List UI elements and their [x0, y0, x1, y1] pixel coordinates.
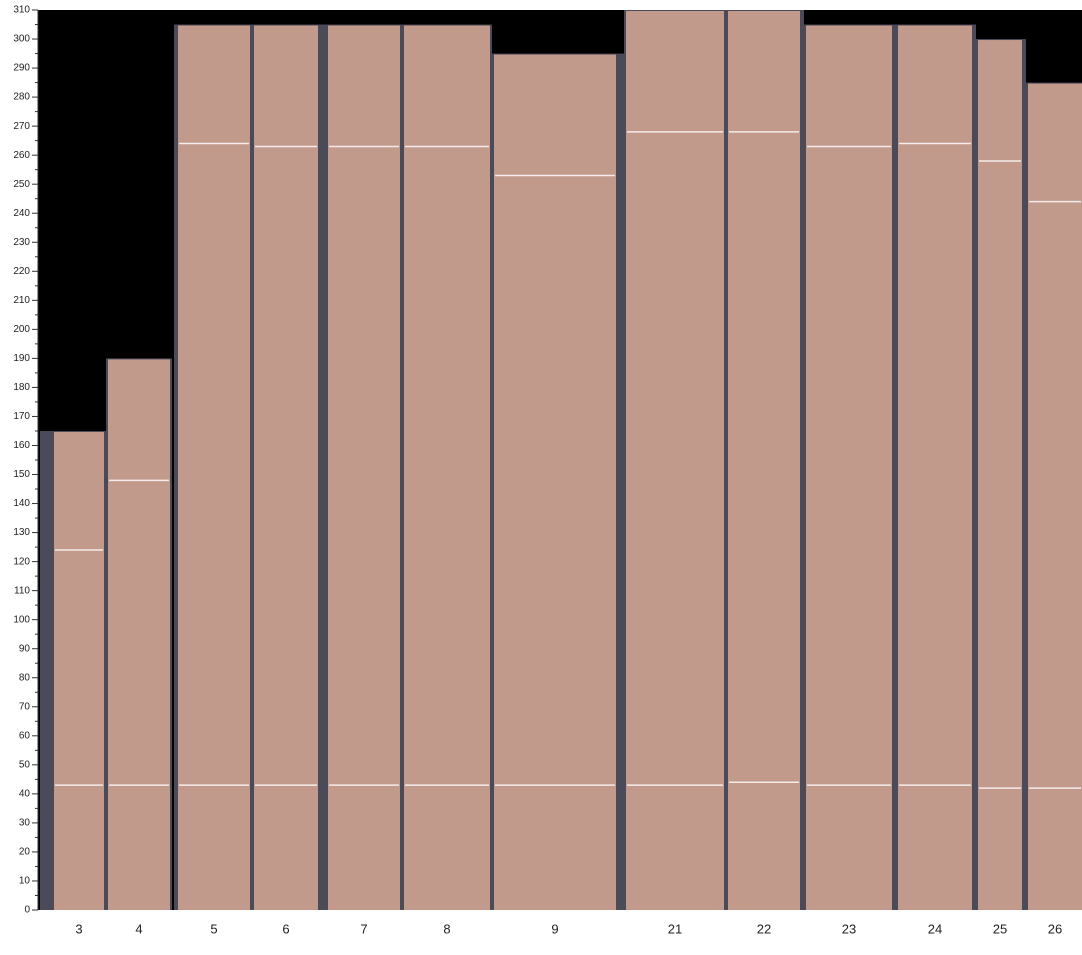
y-tick-label: 90 [19, 643, 31, 654]
y-tick-label: 0 [24, 905, 30, 916]
veneer-sheet [108, 359, 170, 910]
y-tick-label: 30 [19, 818, 31, 829]
y-tick-label: 220 [13, 266, 30, 277]
veneer-sheet [626, 11, 724, 910]
x-tick-label: 8 [443, 921, 450, 936]
y-tick-label: 280 [13, 92, 30, 103]
veneer-sheet [254, 25, 318, 911]
x-tick-label: 5 [210, 921, 217, 936]
x-tick-label: 26 [1048, 921, 1062, 936]
y-tick-label: 210 [13, 295, 30, 306]
x-tick-label: 3 [75, 921, 82, 936]
y-tick-label: 270 [13, 121, 30, 132]
x-tick-label: 24 [928, 921, 942, 936]
veneer-sheet [178, 25, 250, 911]
y-tick-label: 160 [13, 440, 30, 451]
x-tick-label: 9 [551, 921, 558, 936]
y-tick-label: 190 [13, 353, 30, 364]
y-tick-label: 240 [13, 208, 30, 219]
y-tick-label: 200 [13, 324, 30, 335]
y-tick-label: 140 [13, 498, 30, 509]
x-tick-label: 7 [360, 921, 367, 936]
y-tick-label: 170 [13, 411, 30, 422]
veneer-sheet [806, 25, 892, 911]
y-tick-label: 130 [13, 527, 30, 538]
y-tick-label: 50 [19, 759, 31, 770]
x-tick-label: 21 [668, 921, 682, 936]
veneer-sheet [328, 25, 400, 911]
y-tick-label: 150 [13, 469, 30, 480]
veneer-sheet [978, 40, 1022, 911]
y-tick-label: 310 [13, 5, 30, 16]
y-tick-label: 60 [19, 730, 31, 741]
y-tick-label: 180 [13, 382, 30, 393]
x-tick-label: 6 [282, 921, 289, 936]
y-tick-label: 120 [13, 556, 30, 567]
veneer-sheet [54, 431, 104, 910]
y-tick-label: 80 [19, 672, 31, 683]
y-tick-label: 70 [19, 701, 31, 712]
y-tick-label: 250 [13, 179, 30, 190]
y-tick-label: 20 [19, 847, 31, 858]
veneer-sheet [728, 11, 800, 910]
y-tick-label: 100 [13, 614, 30, 625]
y-tick-label: 290 [13, 63, 30, 74]
veneer-sheet [898, 25, 972, 911]
x-tick-label: 22 [757, 921, 771, 936]
y-tick-label: 110 [14, 585, 30, 596]
y-tick-label: 40 [19, 789, 31, 800]
x-tick-label: 25 [993, 921, 1007, 936]
y-tick-label: 230 [13, 237, 30, 248]
veneer-sheet [404, 25, 490, 911]
x-tick-label: 4 [135, 921, 142, 936]
veneer-sheet [1028, 83, 1082, 911]
x-tick-label: 23 [842, 921, 856, 936]
y-tick-label: 300 [13, 34, 30, 45]
y-tick-label: 260 [13, 150, 30, 161]
y-tick-label: 10 [19, 876, 31, 887]
veneer-sheet [494, 54, 616, 910]
